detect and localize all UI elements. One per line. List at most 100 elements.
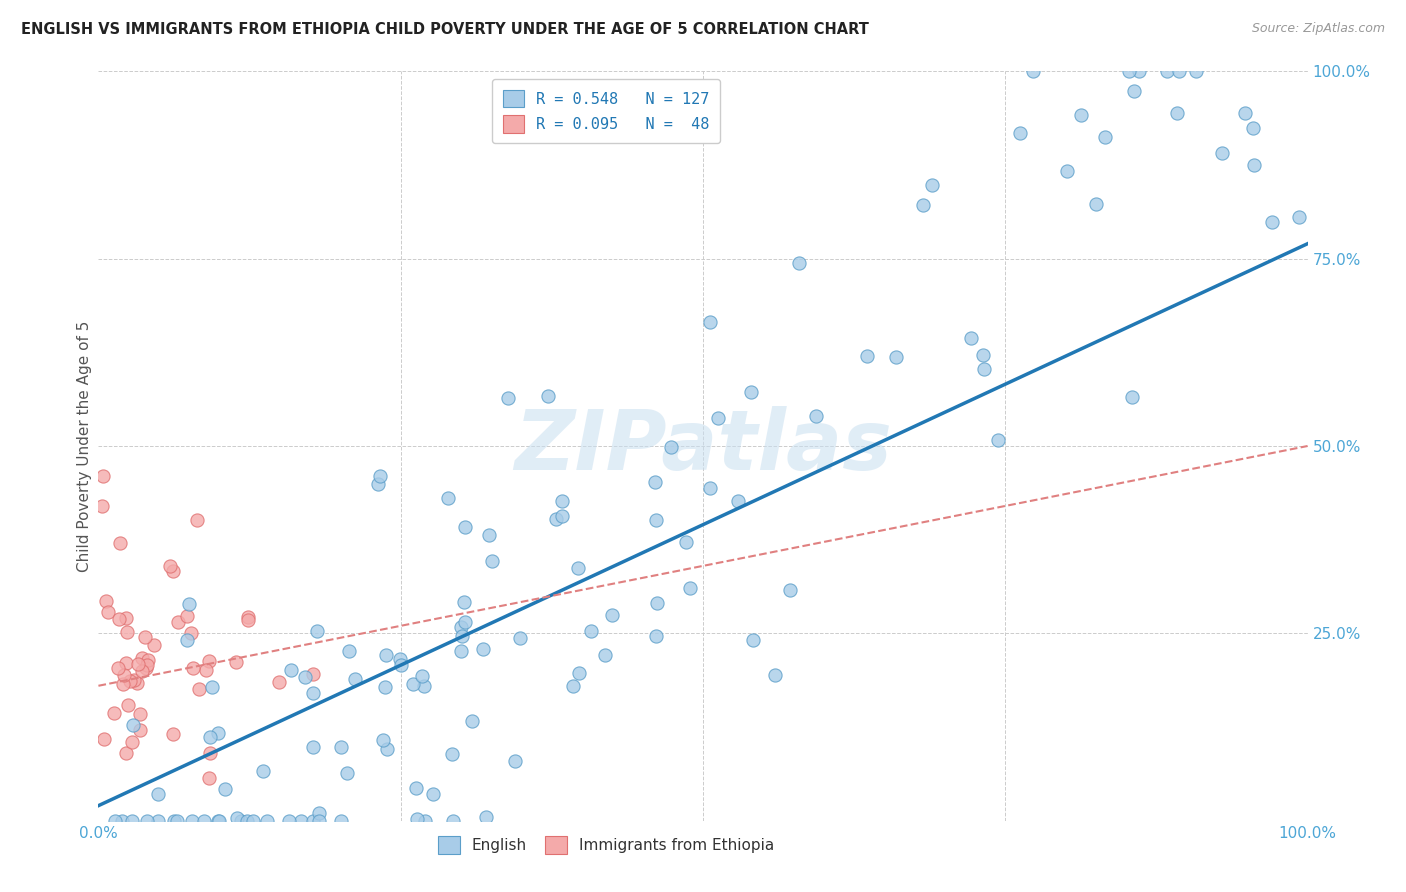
Point (659, 440, 682, 454)
Text: ZIPatlas: ZIPatlas (515, 406, 891, 486)
Point (806, 409, 828, 424)
Point (921, 178, 943, 193)
Point (131, 650, 153, 665)
Point (277, 814, 299, 828)
Point (1243, 158, 1265, 172)
Point (290, 814, 312, 828)
Point (503, 755, 526, 769)
Point (180, 814, 202, 828)
Point (214, 781, 236, 796)
Point (201, 680, 224, 694)
Point (645, 596, 668, 610)
Point (388, 652, 411, 666)
Point (127, 657, 149, 671)
Point (1118, 64, 1140, 78)
Point (118, 674, 141, 689)
Point (789, 256, 811, 270)
Point (1185, 64, 1208, 78)
Point (422, 788, 444, 802)
Point (329, 739, 352, 754)
Point (450, 644, 472, 658)
Point (645, 513, 668, 527)
Point (136, 814, 159, 828)
Point (302, 667, 325, 681)
Point (1288, 210, 1310, 224)
Point (406, 812, 429, 826)
Point (177, 597, 200, 611)
Point (115, 625, 138, 640)
Point (699, 481, 721, 495)
Point (336, 766, 359, 780)
Point (856, 349, 879, 363)
Point (114, 657, 136, 671)
Point (375, 742, 398, 756)
Text: ENGLISH VS IMMIGRANTS FROM ETHIOPIA CHILD POVERTY UNDER THE AGE OF 5 CORRELATION: ENGLISH VS IMMIGRANTS FROM ETHIOPIA CHIL… (21, 22, 869, 37)
Point (478, 528, 501, 542)
Point (972, 348, 994, 362)
Point (1122, 84, 1144, 98)
Point (509, 631, 531, 645)
Point (973, 361, 995, 376)
Point (256, 814, 278, 828)
Point (176, 609, 198, 624)
Point (437, 491, 460, 506)
Point (280, 663, 302, 677)
Point (198, 771, 221, 785)
Point (142, 638, 165, 652)
Point (1168, 64, 1191, 78)
Point (337, 643, 360, 657)
Point (1261, 215, 1284, 229)
Point (104, 814, 127, 828)
Point (302, 686, 325, 700)
Point (121, 735, 143, 749)
Point (453, 595, 475, 609)
Point (167, 615, 190, 629)
Point (960, 331, 983, 345)
Point (699, 315, 721, 329)
Point (550, 508, 572, 523)
Point (450, 620, 472, 634)
Point (1211, 146, 1233, 161)
Point (115, 747, 138, 761)
Point (537, 389, 560, 403)
Point (1056, 164, 1078, 178)
Point (644, 475, 666, 489)
Point (1241, 121, 1264, 136)
Point (117, 698, 139, 712)
Point (93, 732, 115, 747)
Point (162, 564, 184, 578)
Point (675, 534, 697, 549)
Point (472, 641, 495, 656)
Point (330, 814, 353, 828)
Point (368, 469, 391, 483)
Point (706, 411, 728, 425)
Point (198, 730, 221, 744)
Point (124, 673, 146, 687)
Point (302, 740, 325, 755)
Point (159, 558, 181, 573)
Point (454, 615, 477, 629)
Legend: English, Immigrants from Ethiopia: English, Immigrants from Ethiopia (430, 829, 782, 862)
Point (600, 607, 623, 622)
Point (411, 669, 433, 683)
Point (441, 814, 464, 828)
Point (107, 661, 129, 675)
Point (475, 810, 498, 824)
Point (195, 664, 218, 678)
Point (166, 814, 188, 828)
Text: Source: ZipAtlas.com: Source: ZipAtlas.com (1251, 22, 1385, 36)
Point (308, 814, 330, 828)
Point (645, 629, 668, 643)
Point (207, 726, 229, 740)
Point (402, 677, 425, 691)
Point (225, 655, 247, 669)
Point (561, 679, 583, 693)
Point (1084, 197, 1107, 211)
Point (568, 666, 591, 681)
Point (94, 593, 117, 607)
Point (1121, 390, 1143, 404)
Point (197, 654, 219, 668)
Point (454, 520, 477, 534)
Point (371, 732, 394, 747)
Point (148, 787, 170, 801)
